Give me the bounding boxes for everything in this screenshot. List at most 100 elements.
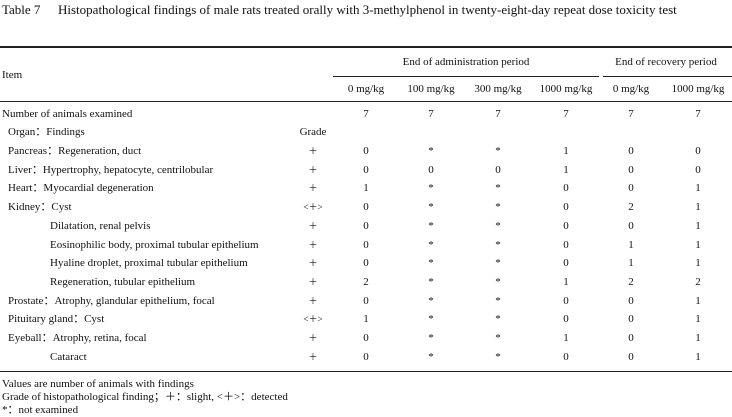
cell: 1 <box>628 257 634 270</box>
cell: 7 <box>495 108 501 120</box>
grade: ＋ <box>308 239 318 250</box>
grade: ＋ <box>308 146 318 156</box>
column-header: 0 mg/kg <box>612 83 650 95</box>
cell: 0 <box>363 201 369 214</box>
cell: 1 <box>695 201 701 214</box>
cell: * <box>495 257 501 270</box>
grade: ＋ <box>308 258 318 269</box>
cell: * <box>495 219 501 232</box>
cell: * <box>495 332 501 344</box>
cell: 7 <box>428 108 434 120</box>
row-label: Pituitary gland：Cyst <box>8 313 105 326</box>
cell: 2 <box>628 275 634 288</box>
cell: * <box>428 332 434 344</box>
cell: 2 <box>628 201 634 214</box>
cell: 1 <box>695 238 701 251</box>
header-rule <box>0 101 732 102</box>
row-label: Regeneration, tubular epithelium <box>50 275 196 288</box>
cell: 1 <box>563 163 569 176</box>
row-label: Hyaline droplet, proximal tubular epithe… <box>50 257 248 270</box>
row-label: Heart：Myocardial degeneration <box>8 182 154 195</box>
column-header: 300 mg/kg <box>474 83 522 95</box>
grade: <＋> <box>303 314 323 325</box>
cell: 0 <box>363 163 369 176</box>
cell: 0 <box>563 182 569 195</box>
cell: * <box>495 238 501 251</box>
cell: 1 <box>695 219 701 232</box>
footnote: Values are number of animals with findin… <box>2 378 194 390</box>
cell: * <box>428 313 434 326</box>
grade: ＋ <box>308 351 318 362</box>
row-label: Number of animals examined <box>2 108 133 120</box>
cell: * <box>428 294 434 307</box>
grade: ＋ <box>308 276 318 287</box>
cell: * <box>495 313 501 326</box>
grade: ＋ <box>308 295 318 306</box>
cell: * <box>495 145 501 157</box>
item-header: Item <box>2 69 23 81</box>
cell: * <box>495 275 501 288</box>
grade: ＋ <box>308 333 318 343</box>
table-title: Histopathological findings of male rats … <box>58 2 677 17</box>
row-label: Dilatation, renal pelvis <box>50 219 151 232</box>
cell: 0 <box>563 219 569 232</box>
cell: 0 <box>628 145 634 157</box>
row-label: Eosinophilic body, proximal tubular epit… <box>50 238 259 251</box>
cell: 1 <box>363 182 369 195</box>
footnote: Grade of histopathological finding；＋：sli… <box>2 391 288 403</box>
cell: 1 <box>628 238 634 251</box>
cell: 7 <box>563 108 569 120</box>
cell: 1 <box>695 332 701 344</box>
cell: 0 <box>563 294 569 307</box>
cell: 0 <box>695 163 701 176</box>
cell: 0 <box>563 201 569 214</box>
cell: 2 <box>363 275 369 288</box>
cell: 1 <box>695 182 701 195</box>
cell: 0 <box>628 182 634 195</box>
cell: 1 <box>563 332 569 344</box>
cell: 0 <box>628 350 634 363</box>
cell: 1 <box>695 313 701 326</box>
cell: 7 <box>363 108 369 120</box>
bottom-rule <box>0 371 732 372</box>
cell: * <box>428 219 434 232</box>
cell: 0 <box>363 257 369 270</box>
cell: * <box>495 182 501 195</box>
cell: * <box>495 201 501 214</box>
cell: 0 <box>363 350 369 363</box>
column-header: Grade <box>299 126 327 138</box>
cell: 0 <box>563 238 569 251</box>
group-rule <box>603 76 732 77</box>
row-label: Kidney：Cyst <box>8 201 72 214</box>
cell: * <box>428 238 434 251</box>
cell: 1 <box>695 257 701 270</box>
cell: 0 <box>495 163 501 176</box>
cell: 0 <box>628 313 634 326</box>
cell: 0 <box>363 145 369 157</box>
cell: 1 <box>695 350 701 363</box>
cell: 0 <box>695 145 701 157</box>
column-header: 1000 mg/kg <box>671 83 725 95</box>
grade: ＋ <box>308 164 318 175</box>
cell: 1 <box>563 145 569 157</box>
cell: 1 <box>695 294 701 307</box>
cell: 0 <box>363 294 369 307</box>
column-header: 0 mg/kg <box>347 83 385 95</box>
grade: <＋> <box>303 202 323 213</box>
group-header: End of administration period <box>402 56 530 68</box>
column-header: 100 mg/kg <box>407 83 455 95</box>
cell: 0 <box>563 257 569 270</box>
cell: * <box>428 350 434 363</box>
row-label: Organ：Findings <box>8 126 85 138</box>
cell: 0 <box>628 332 634 344</box>
row-label: Eyeball：Atrophy, retina, focal <box>8 332 147 344</box>
footnote: *：not examined <box>2 404 79 416</box>
grade: ＋ <box>308 220 318 231</box>
table-label: Table 7 <box>2 2 41 17</box>
top-rule <box>0 46 732 48</box>
row-label: Prostate：Atrophy, glandular epithelium, … <box>8 294 215 307</box>
grade: ＋ <box>308 183 318 194</box>
cell: 0 <box>628 163 634 176</box>
cell: 0 <box>628 294 634 307</box>
cell: * <box>428 201 434 214</box>
